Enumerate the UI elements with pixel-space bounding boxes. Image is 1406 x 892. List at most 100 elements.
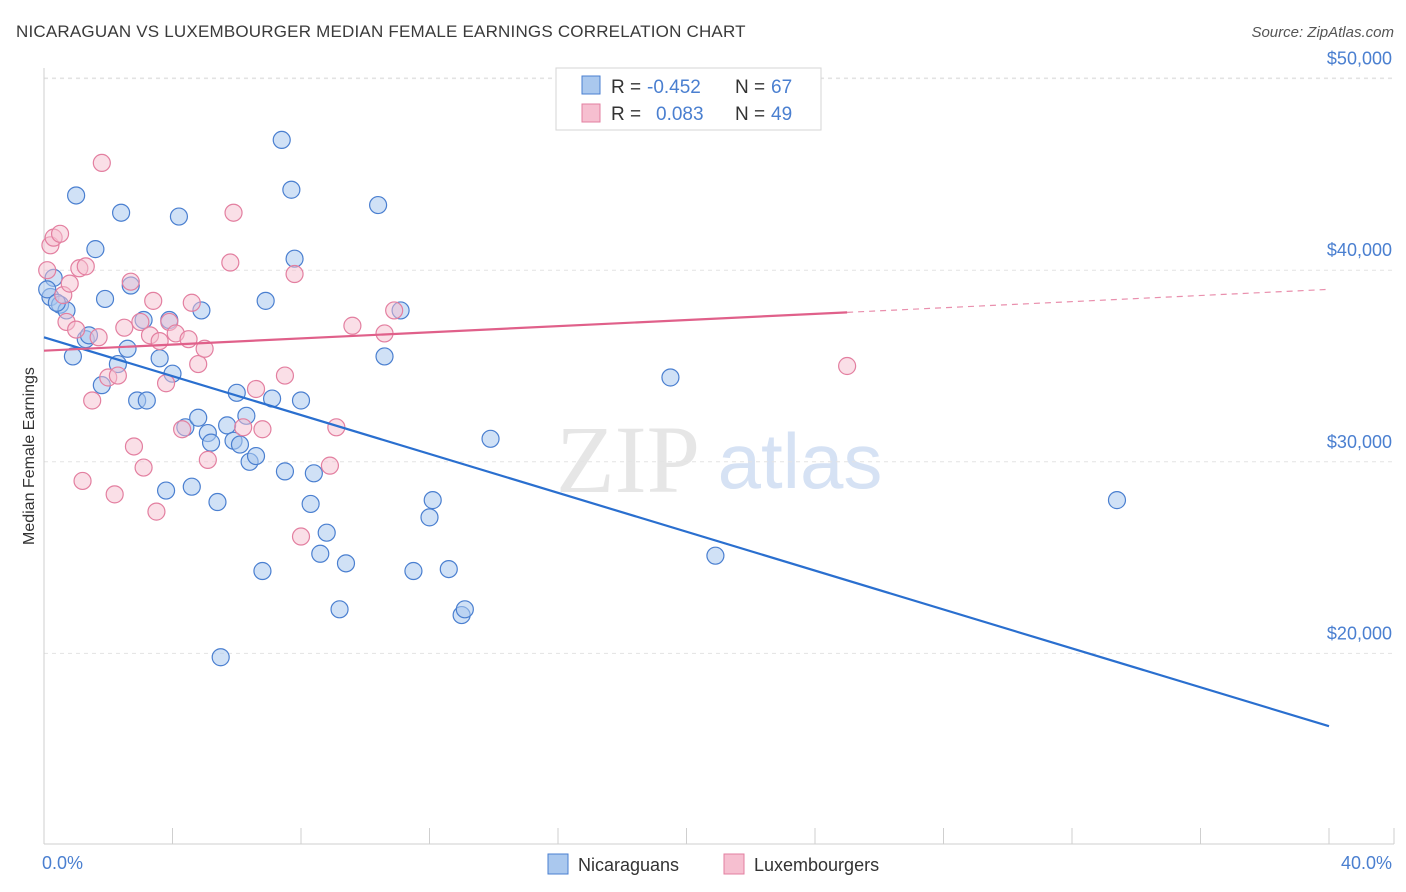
bottom-legend-label-luxembourgers: Luxembourgers <box>754 855 879 875</box>
luxembourgers-point-18 <box>121 272 140 291</box>
legend-swatch-blue <box>581 75 601 95</box>
series-nicaraguans <box>38 130 1127 667</box>
nicaraguans-point-43 <box>282 180 301 199</box>
luxembourgers-point-39 <box>275 366 295 385</box>
axes <box>43 68 1395 845</box>
luxembourgers-point-46 <box>385 301 404 320</box>
nicaraguans-point-45 <box>291 391 311 410</box>
nicaraguans-point-47 <box>304 464 323 483</box>
watermark-atlas: atlas <box>718 417 883 505</box>
x-tick-labels: 0.0% 40.0% <box>42 853 1392 873</box>
x-tick-label-start: 0.0% <box>42 853 83 873</box>
nicaraguans-point-42 <box>275 462 295 481</box>
nicaraguans-point-5 <box>67 186 86 205</box>
luxembourgers-point-36 <box>234 418 253 437</box>
nicaraguans-point-12 <box>111 203 131 222</box>
luxembourgers-point-28 <box>173 420 192 439</box>
luxembourgers-point-32 <box>195 339 214 358</box>
bottom-legend-swatch-blue <box>547 853 569 875</box>
nicaraguans-point-18 <box>150 349 169 368</box>
nicaraguans-point-62 <box>661 368 680 387</box>
series-legend: Nicaraguans Luxembourgers <box>547 853 879 875</box>
luxembourgers-point-34 <box>221 253 240 272</box>
correlation-legend: R = -0.452 N = 67 R = 0.083 N = 49 <box>555 67 822 131</box>
grid-lines <box>44 77 1394 654</box>
source-label: Source: ZipAtlas.com <box>1251 24 1394 41</box>
luxembourgers-point-41 <box>291 527 311 546</box>
nicaraguans-point-28 <box>201 433 221 452</box>
nicaraguans-point-56 <box>420 508 439 527</box>
nicaraguans-point-19 <box>156 481 176 500</box>
luxembourgers-point-40 <box>285 264 304 284</box>
luxembourgers-point-16 <box>108 366 127 385</box>
nicaraguans-point-38 <box>253 561 272 581</box>
nicaraguans-point-53 <box>375 347 394 366</box>
chart-title: NICARAGUAN VS LUXEMBOURGER MEDIAN FEMALE… <box>16 22 746 41</box>
watermark-zip: ZIP <box>556 406 700 513</box>
luxembourgers-point-24 <box>147 502 166 521</box>
luxembourgers-point-15 <box>105 485 124 504</box>
y-tick-label-50000: $50,000 <box>1327 49 1392 69</box>
luxembourgers-point-11 <box>83 391 102 410</box>
legend-n-label-1: N = <box>735 77 765 98</box>
nicaraguans-point-61 <box>481 429 500 448</box>
nicaraguans-point-29 <box>208 492 227 512</box>
nicaraguans-point-57 <box>423 491 442 510</box>
legend-r-label-1: R = <box>611 77 641 98</box>
nicaraguans-point-13 <box>118 339 137 358</box>
luxembourgers-point-47 <box>838 356 857 376</box>
luxembourgers-point-13 <box>92 153 111 173</box>
legend-r-value-1: -0.452 <box>647 77 701 98</box>
nicaraguans-point-55 <box>404 561 423 581</box>
y-tick-labels: $20,000 $30,000 $40,000 $50,000 <box>1327 49 1392 644</box>
nicaraguans-point-44 <box>285 249 304 268</box>
nicaraguans-point-51 <box>336 554 356 573</box>
nicaraguans-point-30 <box>211 648 230 667</box>
legend-r-value-2: 0.083 <box>656 104 704 125</box>
y-tick-label-20000: $20,000 <box>1327 623 1392 643</box>
y-tick-label-30000: $30,000 <box>1327 432 1392 452</box>
nicaraguans-point-50 <box>330 600 349 619</box>
luxembourgers-point-48 <box>150 331 169 351</box>
nicaraguans-point-39 <box>256 291 275 310</box>
nicaraguans-point-31 <box>218 416 237 435</box>
legend-n-value-1: 67 <box>771 77 792 98</box>
luxembourgers-point-23 <box>144 291 163 310</box>
luxembourgers-point-7 <box>67 320 86 339</box>
nicaraguans-point-46 <box>301 494 320 514</box>
luxembourgers-point-10 <box>76 257 95 276</box>
y-tick-label-40000: $40,000 <box>1327 240 1392 260</box>
luxembourgers-point-31 <box>189 354 208 374</box>
luxembourgers-point-38 <box>253 420 272 439</box>
x-tick-label-end: 40.0% <box>1341 853 1392 873</box>
luxembourgers-point-9 <box>73 471 92 491</box>
luxembourgers-point-19 <box>124 437 144 456</box>
y-axis-title: Median Female Earnings <box>21 367 38 545</box>
nicaraguans-point-37 <box>246 446 266 466</box>
luxembourgers-trend-line-extension <box>847 288 1330 313</box>
nicaraguans-point-8 <box>86 240 105 259</box>
legend-n-value-2: 49 <box>771 104 792 125</box>
trend-lines <box>43 288 1330 728</box>
nicaraguans-point-4 <box>63 347 83 366</box>
nicaraguans-point-25 <box>189 408 208 427</box>
bottom-legend-label-nicaraguans: Nicaraguans <box>578 855 679 875</box>
luxembourgers-point-25 <box>156 374 176 393</box>
nicaraguans-point-22 <box>169 207 189 226</box>
legend-r-label-2: R = <box>611 104 641 125</box>
nicaraguans-trend-line <box>43 336 1330 728</box>
nicaraguans-point-24 <box>182 477 201 496</box>
luxembourgers-point-37 <box>246 379 266 399</box>
nicaraguans-point-10 <box>95 289 115 309</box>
legend-swatch-pink <box>581 103 601 123</box>
series-luxembourgers <box>38 153 857 546</box>
luxembourgers-trend-line <box>43 311 848 352</box>
luxembourgers-point-6 <box>60 274 79 293</box>
luxembourgers-point-33 <box>198 450 217 469</box>
nicaraguans-point-63 <box>706 546 725 565</box>
luxembourgers-point-44 <box>343 316 362 335</box>
nicaraguans-point-49 <box>317 523 336 542</box>
luxembourgers-point-20 <box>131 312 150 332</box>
nicaraguans-point-58 <box>439 559 458 579</box>
luxembourgers-point-35 <box>224 203 243 222</box>
